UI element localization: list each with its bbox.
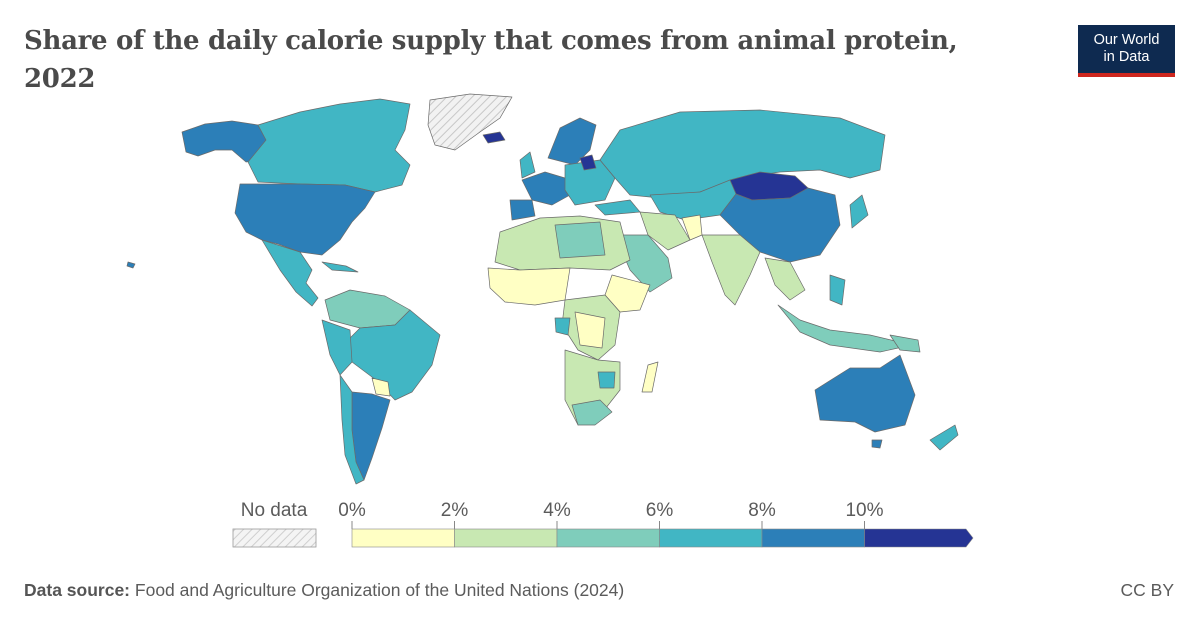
legend-tick-label: 4%: [543, 500, 571, 521]
region-cuba[interactable]: [321, 261, 359, 273]
legend-bin-3[interactable]: [659, 528, 763, 548]
region-west-africa[interactable]: [487, 267, 571, 306]
data-source-label: Data source:: [24, 580, 131, 600]
legend-bin-2[interactable]: [556, 528, 660, 548]
region-peru-bolivia[interactable]: [321, 319, 353, 376]
region-arabia[interactable]: [614, 234, 673, 293]
region-canada[interactable]: [247, 98, 411, 193]
region-papua-new-guinea[interactable]: [889, 334, 921, 353]
region-tasmania[interactable]: [871, 439, 883, 449]
chart-title: Share of the daily calorie supply that c…: [24, 26, 958, 94]
legend-tick-label: 8%: [748, 500, 776, 521]
region-japan[interactable]: [849, 194, 869, 229]
region-russia[interactable]: [599, 109, 886, 199]
region-paraguay[interactable]: [371, 377, 391, 397]
region-iberia[interactable]: [509, 199, 536, 221]
region-horn-of-africa[interactable]: [604, 274, 651, 313]
logo-line-2: in Data: [1103, 49, 1150, 65]
legend-tick-label: 6%: [646, 500, 674, 521]
legend-tick-label: 0%: [338, 500, 366, 521]
region-greenland[interactable]: [427, 93, 513, 151]
region-chile[interactable]: [339, 374, 365, 485]
legend-bin-5[interactable]: [864, 528, 974, 548]
region-madagascar[interactable]: [641, 361, 659, 393]
region-iceland[interactable]: [482, 131, 506, 144]
legend-bin-1[interactable]: [454, 528, 558, 548]
region-iran[interactable]: [639, 211, 691, 251]
legend-tick-label: 10%: [845, 500, 883, 521]
region-uk[interactable]: [519, 151, 536, 179]
region-southeast-asia[interactable]: [764, 257, 806, 301]
region-india[interactable]: [701, 234, 761, 306]
legend: No data 0% 2% 4% 6% 8% 10%: [232, 500, 974, 548]
region-zimbabwe[interactable]: [597, 371, 616, 389]
region-turkey[interactable]: [594, 199, 641, 216]
region-indonesia[interactable]: [777, 304, 913, 353]
region-baltics[interactable]: [579, 154, 597, 171]
region-australia[interactable]: [814, 354, 916, 433]
legend-tick-label: 2%: [441, 500, 469, 521]
logo-line-1: Our World: [1093, 32, 1160, 48]
region-gabon[interactable]: [554, 317, 571, 336]
no-data-label: No data: [241, 500, 308, 521]
region-new-zealand[interactable]: [929, 424, 959, 451]
region-drc[interactable]: [574, 311, 606, 349]
no-data-swatch[interactable]: [232, 528, 317, 548]
region-south-africa[interactable]: [571, 399, 613, 426]
world-map: [126, 93, 959, 485]
region-philippines[interactable]: [829, 274, 846, 306]
legend-bin-0[interactable]: [351, 528, 455, 548]
region-egypt-libya[interactable]: [554, 221, 606, 259]
region-usa[interactable]: [234, 183, 376, 256]
legend-bin-4[interactable]: [761, 528, 865, 548]
data-source-text[interactable]: Food and Agriculture Organization of the…: [134, 580, 625, 600]
license-label[interactable]: CC BY: [1120, 580, 1174, 600]
region-mexico[interactable]: [261, 239, 319, 307]
owid-logo[interactable]: Our World in Data: [1078, 25, 1175, 77]
region-hawaii[interactable]: [126, 261, 136, 269]
data-source: Data source: Food and Agriculture Organi…: [24, 580, 624, 601]
